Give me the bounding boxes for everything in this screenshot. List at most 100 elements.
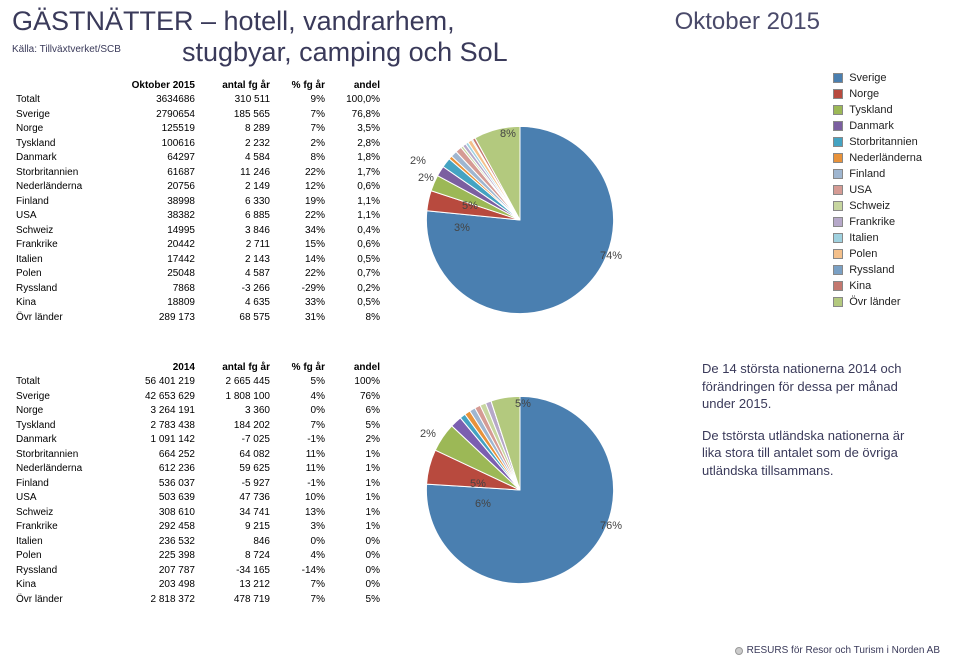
legend-item: Tyskland — [833, 102, 922, 118]
pie-label: 5% — [462, 200, 478, 212]
table-row: Italien236 5328460%0% — [12, 534, 384, 549]
pie-label: 74% — [600, 250, 622, 262]
legend-label: Storbritannien — [849, 136, 918, 148]
table-row: Storbritannien6168711 24622%1,7% — [12, 165, 384, 180]
legend-swatch — [833, 265, 843, 275]
legend-label: Italien — [849, 232, 878, 244]
legend-item: Norge — [833, 86, 922, 102]
legend-swatch — [833, 201, 843, 211]
legend-swatch — [833, 153, 843, 163]
col-header: 2014 — [117, 360, 199, 375]
legend-swatch — [833, 233, 843, 243]
pie-label: 2% — [410, 155, 426, 167]
legend-swatch — [833, 297, 843, 307]
col-header: antal fg år — [199, 360, 274, 375]
legend-swatch — [833, 281, 843, 291]
table-row: Danmark642974 5848%1,8% — [12, 151, 384, 166]
pie-label: 2% — [420, 428, 436, 440]
table-row: Storbritannien664 25264 08211%1% — [12, 447, 384, 462]
col-header: andel — [329, 360, 384, 375]
legend-item: Finland — [833, 166, 922, 182]
table-row: Sverige42 653 6291 808 1004%76% — [12, 389, 384, 404]
pie-label: 76% — [600, 520, 622, 532]
table-row: Ryssland7868-3 266-29%0,2% — [12, 281, 384, 296]
table-row: Övr länder289 17368 57531%8% — [12, 310, 384, 325]
period-heading: Oktober 2015 — [675, 8, 820, 36]
legend-item: Övr länder — [833, 294, 922, 310]
legend-swatch — [833, 121, 843, 131]
col-header — [12, 78, 117, 93]
col-header: % fg år — [274, 360, 329, 375]
page-title: GÄSTNÄTTER – hotell, vandrarhem, stugbya… — [12, 6, 508, 68]
legend-swatch — [833, 105, 843, 115]
legend-item: Kina — [833, 278, 922, 294]
table-row: Frankrike292 4589 2153%1% — [12, 520, 384, 535]
legend-item: Storbritannien — [833, 134, 922, 150]
legend-label: Polen — [849, 248, 877, 260]
legend-label: Frankrike — [849, 216, 895, 228]
legend-item: Nederländerna — [833, 150, 922, 166]
pie-label: 3% — [454, 222, 470, 234]
legend-label: Kina — [849, 280, 871, 292]
note-p2: De tstörsta utländska nationerna är lika… — [702, 427, 922, 480]
legend: Sverige Norge Tyskland Danmark Storbritannie… — [833, 70, 922, 310]
table-row: Schweiz149953 84634%0,4% — [12, 223, 384, 238]
table-row: Norge1255198 2897%3,5% — [12, 122, 384, 137]
table-row: Polen225 3988 7244%0% — [12, 549, 384, 564]
legend-item: Schweiz — [833, 198, 922, 214]
table-row: Finland389986 33019%1,1% — [12, 194, 384, 209]
pie-label: 6% — [475, 498, 491, 510]
col-header: andel — [329, 78, 384, 93]
legend-label: Norge — [849, 88, 879, 100]
legend-label: Danmark — [849, 120, 894, 132]
pie-label: 5% — [515, 398, 531, 410]
table-row: Kina188094 63533%0,5% — [12, 296, 384, 311]
legend-swatch — [833, 89, 843, 99]
legend-label: Tyskland — [849, 104, 892, 116]
legend-swatch — [833, 169, 843, 179]
legend-label: Finland — [849, 168, 885, 180]
footer: RESURS för Resor och Turism i Norden AB — [735, 645, 940, 656]
legend-swatch — [833, 217, 843, 227]
pie-label: 5% — [470, 478, 486, 490]
table-row: Tyskland2 783 438184 2027%5% — [12, 418, 384, 433]
table-row: USA503 63947 73610%1% — [12, 491, 384, 506]
legend-swatch — [833, 137, 843, 147]
table-row: Totalt3634686310 5119%100,0% — [12, 93, 384, 108]
table-oct-2015: Oktober 2015antal fg år% fg årandelTotal… — [12, 78, 384, 325]
legend-item: Sverige — [833, 70, 922, 86]
table-row: Norge3 264 1913 3600%6% — [12, 404, 384, 419]
legend-swatch — [833, 185, 843, 195]
table-row: Frankrike204422 71115%0,6% — [12, 238, 384, 253]
table-row: Totalt56 401 2192 665 4455%100% — [12, 375, 384, 390]
col-header — [12, 360, 117, 375]
legend-label: Övr länder — [849, 296, 900, 308]
col-header: % fg år — [274, 78, 329, 93]
table-row: Nederländerna612 23659 62511%1% — [12, 462, 384, 477]
footer-icon — [735, 647, 743, 655]
legend-item: Ryssland — [833, 262, 922, 278]
table-row: Finland536 037-5 927-1%1% — [12, 476, 384, 491]
pie-chart-2014: 76% 5% 2% 5% 6% — [400, 370, 680, 610]
table-2014: 2014antal fg år% fg årandelTotalt56 401 … — [12, 360, 384, 607]
legend-item: Polen — [833, 246, 922, 262]
note-p1: De 14 största nationerna 2014 och föränd… — [702, 360, 922, 413]
table-row: Italien174422 14314%0,5% — [12, 252, 384, 267]
legend-swatch — [833, 249, 843, 259]
pie-label: 8% — [500, 128, 516, 140]
table-row: Danmark1 091 142-7 025-1%2% — [12, 433, 384, 448]
col-header: antal fg år — [199, 78, 274, 93]
table-row: USA383826 88522%1,1% — [12, 209, 384, 224]
legend-label: Sverige — [849, 72, 886, 84]
table-row: Tyskland1006162 2322%2,8% — [12, 136, 384, 151]
table-row: Sverige2790654185 5657%76,8% — [12, 107, 384, 122]
legend-item: Italien — [833, 230, 922, 246]
legend-label: Nederländerna — [849, 152, 922, 164]
title-line1: GÄSTNÄTTER – hotell, vandrarhem, — [12, 6, 455, 36]
legend-label: Ryssland — [849, 264, 894, 276]
sidebar-note: De 14 största nationerna 2014 och föränd… — [702, 360, 922, 493]
legend-label: Schweiz — [849, 200, 890, 212]
col-header: Oktober 2015 — [117, 78, 199, 93]
table-row: Ryssland207 787-34 165-14%0% — [12, 563, 384, 578]
legend-label: USA — [849, 184, 872, 196]
